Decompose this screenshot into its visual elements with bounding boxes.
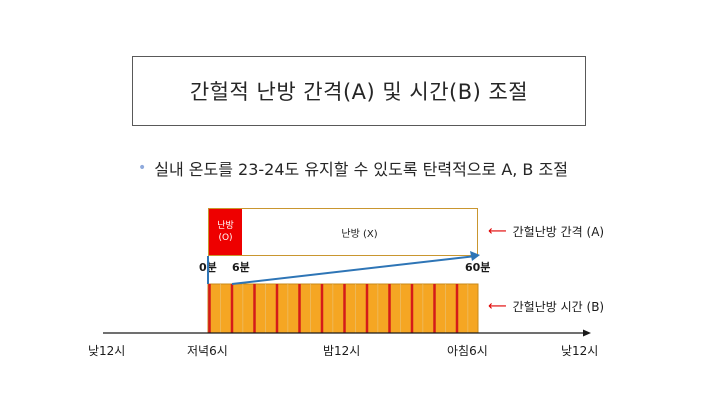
timeline-label-midnight: 밤12시	[323, 344, 361, 358]
timeline-arrowhead-icon	[583, 329, 591, 337]
duration-side-label: ⟵ 간헐난방 시간 (B)	[488, 298, 604, 315]
left-arrow-icon: ⟵	[488, 224, 507, 239]
duration-bar-fill	[207, 283, 479, 334]
zoom-lines	[207, 251, 480, 285]
zoom-line-diagonal	[231, 255, 477, 285]
timeline-label-noon-end: 낮12시	[561, 344, 599, 358]
heating-on-label: 난방	[217, 221, 234, 231]
heating-off-label: 난방 (X)	[341, 228, 378, 240]
duration-bar	[207, 283, 479, 334]
bullet-dot-icon: •	[138, 160, 147, 176]
timeline-label-noon-start: 낮12시	[88, 344, 126, 358]
timeline-label-evening: 저녁6시	[187, 344, 228, 358]
bullet-item: • 실내 온도를 23-24도 유지할 수 있도록 탄력적으로 A, B 조절	[138, 156, 568, 180]
heating-on-segment: 난방 (O)	[209, 209, 242, 255]
tick-6min: 6분	[232, 261, 250, 274]
bullet-text: 실내 온도를 23-24도 유지할 수 있도록 탄력적으로 A, B 조절	[154, 160, 568, 179]
timeline-label-morning: 아침6시	[447, 344, 488, 358]
duration-side-text: 간헐난방 시간 (B)	[512, 300, 605, 314]
interval-side-text: 간헐난방 간격 (A)	[512, 225, 605, 239]
interval-bar: 난방 (O) 난방 (X)	[208, 208, 478, 256]
zoom-arrowhead-icon	[470, 251, 480, 261]
heating-on-sublabel: (O)	[218, 233, 233, 243]
left-arrow-icon: ⟵	[488, 299, 507, 314]
interval-side-label: ⟵ 간헐난방 간격 (A)	[488, 223, 604, 240]
tick-60min: 60분	[465, 261, 491, 274]
slide-title: 간헐적 난방 간격(A) 및 시간(B) 조절	[189, 80, 529, 104]
title-box: 간헐적 난방 간격(A) 및 시간(B) 조절	[132, 56, 586, 126]
timeline-axis	[103, 329, 591, 337]
